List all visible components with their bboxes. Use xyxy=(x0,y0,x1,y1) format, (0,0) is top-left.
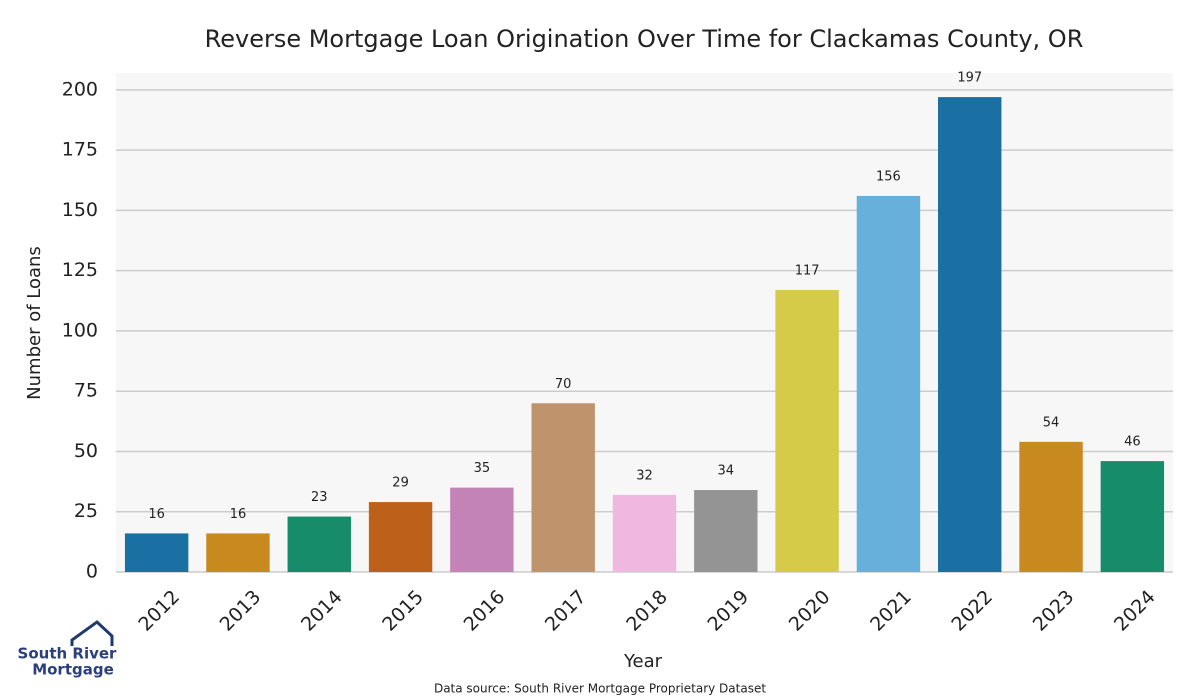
bar xyxy=(206,533,270,572)
bar xyxy=(775,289,839,572)
x-tick-label: 2021 xyxy=(866,586,916,636)
source-note: Data source: South River Mortgage Propri… xyxy=(434,682,766,696)
value-label: 16 xyxy=(230,507,247,522)
bar xyxy=(694,490,758,572)
bar xyxy=(531,403,595,572)
value-label: 197 xyxy=(957,71,982,86)
value-label: 34 xyxy=(718,464,735,479)
bar xyxy=(287,516,351,572)
value-label: 32 xyxy=(636,468,653,483)
x-tick-label: 2015 xyxy=(378,586,428,636)
logo-house xyxy=(70,620,114,646)
value-label: 29 xyxy=(392,476,409,491)
x-tick-label: 2023 xyxy=(1029,586,1079,636)
x-tick-label: 2024 xyxy=(1110,586,1160,636)
value-label: 117 xyxy=(795,263,820,278)
y-tick-label: 175 xyxy=(62,139,98,161)
y-tick-label: 150 xyxy=(62,199,98,221)
y-tick-label: 25 xyxy=(74,500,98,522)
value-label: 35 xyxy=(474,461,491,476)
x-tick-label: 2013 xyxy=(216,586,266,636)
logo-text: Mortgage xyxy=(32,661,114,679)
logo: South River Mortgage xyxy=(18,620,118,679)
bar xyxy=(368,502,433,572)
x-tick-label: 2019 xyxy=(703,586,753,636)
x-axis-label: Year xyxy=(623,651,663,672)
bar xyxy=(1019,441,1083,572)
y-tick-label: 100 xyxy=(62,319,98,341)
bar xyxy=(124,533,189,572)
value-label: 156 xyxy=(876,169,901,184)
x-tick-label: 2022 xyxy=(947,586,997,636)
bar xyxy=(450,487,514,572)
bar xyxy=(1100,461,1165,572)
bar xyxy=(856,195,921,573)
y-axis-label: Number of Loans xyxy=(24,246,45,400)
value-label: 70 xyxy=(555,377,572,392)
y-tick-label: 75 xyxy=(74,380,98,402)
bar xyxy=(938,97,1002,573)
y-tick-label: 125 xyxy=(62,259,98,281)
bar xyxy=(612,494,677,572)
y-tick-label: 200 xyxy=(62,78,98,100)
value-label: 46 xyxy=(1124,435,1141,450)
x-tick-label: 2012 xyxy=(134,586,184,636)
x-tick-label: 2014 xyxy=(297,586,347,636)
value-label: 23 xyxy=(311,490,328,505)
value-label: 54 xyxy=(1043,415,1060,430)
x-tick-label: 2020 xyxy=(785,586,835,636)
chart-title: Reverse Mortgage Loan Origination Over T… xyxy=(205,25,1084,53)
y-tick-label: 50 xyxy=(74,440,98,462)
x-tick-label: 2018 xyxy=(622,586,672,636)
x-tick-label: 2016 xyxy=(460,586,510,636)
value-label: 16 xyxy=(148,507,165,522)
logo-text: South River xyxy=(18,645,118,663)
y-tick-label: 0 xyxy=(86,561,98,583)
x-tick-label: 2017 xyxy=(541,586,591,636)
